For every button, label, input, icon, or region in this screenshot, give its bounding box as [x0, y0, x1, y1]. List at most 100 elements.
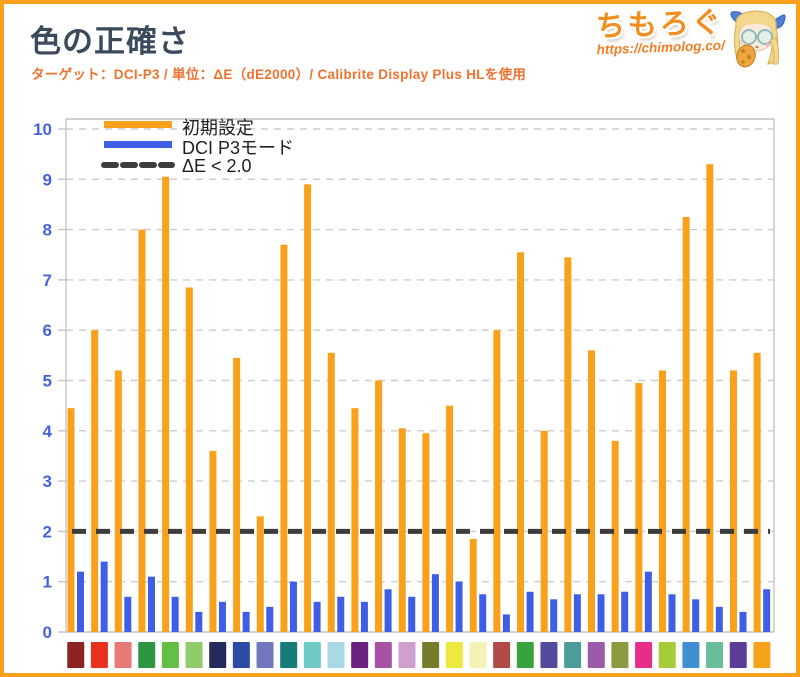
bar-dcip3-11: [313, 601, 321, 632]
bar-default-19: [493, 330, 501, 632]
mascot-avatar: [730, 10, 786, 68]
bar-dcip3-3: [124, 596, 132, 632]
legend-threshold-label: ΔE < 2.0: [182, 156, 252, 176]
bar-default-25: [635, 383, 643, 632]
bar-default-1: [67, 408, 75, 632]
y-axis-label-3: 3: [43, 472, 52, 491]
bar-dcip3-6: [195, 611, 203, 632]
bar-default-24: [611, 440, 619, 632]
swatch-15: [398, 642, 416, 668]
bar-default-9: [256, 516, 264, 632]
site-logo-text-block: ちもろぐ https://chimolog.co/: [595, 6, 725, 58]
bar-default-7: [209, 450, 217, 632]
swatch-29: [729, 642, 747, 668]
y-axis-label-0: 0: [43, 623, 52, 642]
bar-dcip3-23: [597, 594, 605, 632]
y-axis-label-6: 6: [43, 321, 52, 340]
bar-default-21: [540, 430, 548, 632]
bar-default-30: [753, 352, 761, 632]
y-axis-label-2: 2: [43, 522, 52, 541]
legend-default-label: 初期設定: [182, 118, 254, 138]
legend-dcip3-marker: [104, 141, 172, 148]
bar-dcip3-7: [218, 601, 226, 632]
bar-default-29: [729, 370, 737, 632]
swatch-25: [635, 642, 653, 668]
swatch-24: [611, 642, 629, 668]
swatch-8: [232, 642, 250, 668]
bar-dcip3-5: [171, 596, 179, 632]
bar-dcip3-30: [763, 589, 771, 632]
y-axis-label-7: 7: [43, 271, 52, 290]
bar-dcip3-8: [242, 611, 250, 632]
swatch-17: [445, 642, 463, 668]
bar-default-3: [114, 370, 122, 632]
swatch-1: [67, 642, 85, 668]
swatch-13: [351, 642, 369, 668]
site-url: https://chimolog.co/: [596, 38, 725, 58]
swatch-22: [564, 642, 582, 668]
bar-dcip3-4: [147, 576, 155, 632]
site-logo: ちもろぐ https://chimolog.co/: [595, 6, 788, 68]
swatch-27: [682, 642, 700, 668]
swatch-14: [374, 642, 392, 668]
bar-dcip3-15: [408, 596, 416, 632]
bar-default-8: [233, 357, 241, 632]
chart: 0 1 2 3 4 5 6 7 8 9 10 初期設定 DCI P3モード ΔE < 2.0: [14, 107, 794, 673]
swatch-11: [303, 642, 321, 668]
bar-dcip3-26: [668, 594, 676, 632]
bar-dcip3-9: [266, 606, 274, 632]
swatch-7: [209, 642, 227, 668]
swatch-21: [540, 642, 558, 668]
legend-default-marker: [104, 121, 172, 128]
bar-default-28: [706, 164, 714, 632]
swatch-28: [706, 642, 724, 668]
bar-dcip3-17: [455, 581, 463, 632]
y-axis-label-1: 1: [43, 573, 52, 592]
bar-dcip3-16: [431, 574, 439, 632]
bar-dcip3-18: [479, 594, 487, 632]
y-axis-label-9: 9: [43, 170, 52, 189]
bar-default-18: [469, 538, 477, 632]
bar-default-26: [659, 370, 666, 632]
bar-dcip3-12: [337, 596, 345, 632]
y-axis-label-5: 5: [43, 372, 52, 391]
swatch-19: [493, 642, 511, 668]
bar-default-27: [682, 217, 690, 632]
bar-dcip3-14: [384, 589, 392, 632]
site-logo-text: ちもろぐ: [595, 6, 725, 44]
bar-dcip3-24: [621, 591, 629, 632]
page-subtitle: ターゲット：DCI-P3 / 単位：ΔE（dE2000）/ Calibrite …: [31, 67, 527, 82]
bar-default-23: [588, 350, 596, 632]
swatch-12: [327, 642, 345, 668]
bar-dcip3-27: [692, 599, 700, 632]
bar-dcip3-29: [739, 611, 747, 632]
bar-default-20: [517, 252, 525, 633]
legend-dcip3-label: DCI P3モード: [182, 138, 294, 158]
bar-default-2: [91, 330, 99, 632]
swatch-30: [753, 642, 771, 668]
y-axis-label-4: 4: [43, 422, 53, 441]
swatch-3: [114, 642, 132, 668]
bar-default-14: [375, 380, 383, 632]
bar-dcip3-2: [100, 561, 108, 632]
bar-dcip3-13: [360, 601, 368, 632]
bar-default-13: [351, 408, 359, 632]
swatch-6: [185, 642, 203, 668]
bar-default-11: [304, 184, 312, 632]
swatch-23: [587, 642, 605, 668]
bar-dcip3-19: [502, 614, 510, 632]
bar-default-10: [280, 244, 288, 632]
page-title: 色の正確さ: [30, 24, 190, 59]
bar-default-15: [398, 428, 406, 632]
swatch-18: [469, 642, 487, 668]
bar-default-17: [446, 405, 454, 632]
bar-default-4: [138, 229, 146, 632]
swatch-2: [90, 642, 108, 668]
bar-dcip3-28: [715, 606, 723, 632]
bar-dcip3-1: [77, 571, 84, 632]
bar-default-22: [564, 257, 572, 632]
bar-default-5: [162, 176, 170, 632]
y-axis-label-10: 10: [33, 120, 52, 139]
